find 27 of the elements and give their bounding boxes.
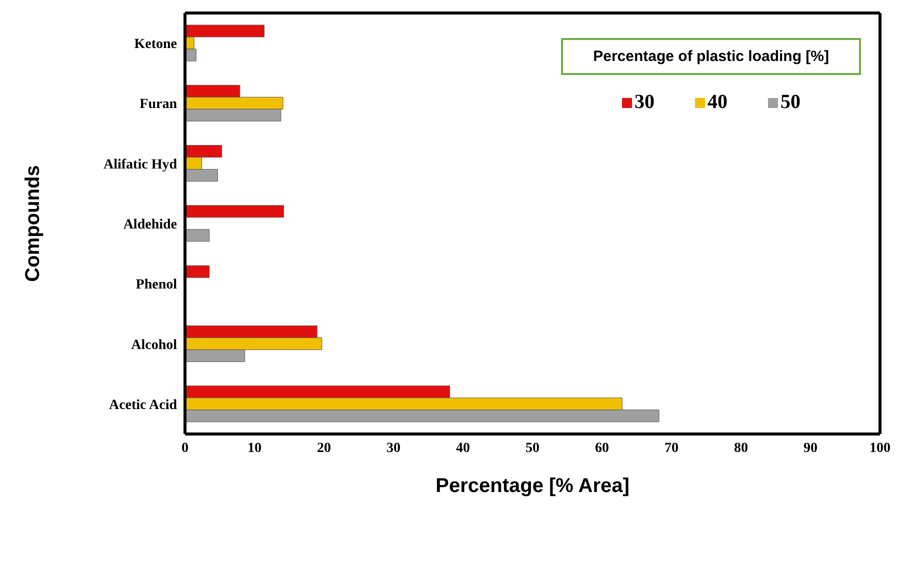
y-tick-label: Phenol <box>136 278 178 293</box>
x-tick-label: 90 <box>804 440 818 456</box>
x-tick-label: 70 <box>664 440 678 456</box>
bar <box>185 205 284 218</box>
legend-label: 30 <box>634 91 655 114</box>
x-tick-label: 50 <box>526 440 540 456</box>
y-tick-label: Acetic Acid <box>108 398 178 413</box>
x-tick-label: 60 <box>595 440 609 456</box>
y-tick-label: Alcohol <box>131 338 178 353</box>
x-tick-label: 80 <box>734 440 748 456</box>
x-tick-label: 30 <box>386 440 400 456</box>
x-tick-label: 10 <box>248 440 262 456</box>
legend-label: 40 <box>706 91 728 114</box>
legend-label: 50 <box>780 91 801 114</box>
y-tick-label: Alifatic Hyd <box>104 157 178 172</box>
legend-title: Percentage of plastic loading [%] <box>561 38 861 75</box>
x-tick-label: 0 <box>182 440 188 456</box>
y-axis-title: Compounds <box>22 165 44 282</box>
x-axis-title: Percentage [% Area] <box>436 475 630 497</box>
x-tick-label: 40 <box>456 440 470 456</box>
x-tick-label: 100 <box>870 440 890 456</box>
y-tick-label: Ketone <box>134 37 177 52</box>
y-tick-label: Furan <box>140 97 178 112</box>
x-tick-label: 20 <box>317 440 331 456</box>
y-tick-label: Aldehide <box>123 217 177 232</box>
bar <box>185 265 210 278</box>
bar <box>185 229 210 242</box>
